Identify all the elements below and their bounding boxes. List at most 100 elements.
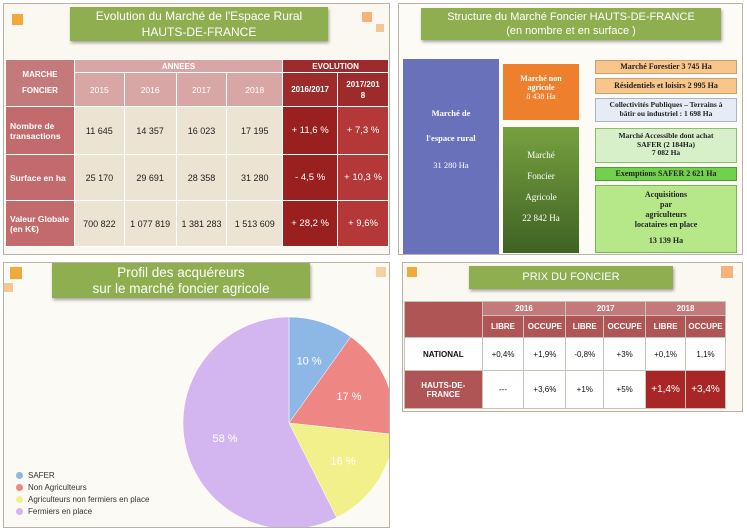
exemptions-text: Exemptions SAFER 2 621 Ha [615, 169, 717, 178]
table-cell: 31 280 [226, 154, 284, 201]
decorative-square [4, 283, 13, 292]
pie-slice-agriculteurs-non-fermiers-en-place [288, 422, 389, 519]
year-header: 2016 [123, 72, 177, 107]
decorative-square [376, 24, 384, 32]
espace-rural-line2: l'espace rural [426, 133, 476, 143]
prix-sub-header: LIBRE [481, 315, 525, 338]
accessible-box: Marché Accessible dont achat SAFER (2 18… [595, 128, 737, 163]
prix-cell: +3,6% [523, 370, 567, 409]
table-row: Valeur Globale (en K€) 700 822 1 077 819… [5, 200, 389, 247]
row-label-line2: transactions [10, 130, 61, 141]
prix-sub-header: LIBRE [565, 315, 605, 338]
evolution-cell: + 10,3 % [337, 154, 389, 201]
header-corner-line2: FONCIER [21, 86, 58, 95]
evolution-col-header: 2017/201 8 [337, 72, 389, 107]
evolution-title: Evolution du Marché de l'Espace Rural HA… [70, 7, 328, 41]
profil-title: Profil des acquéreurs sur le marché fonc… [52, 263, 310, 298]
acquisitions-line4: locataires en place [634, 220, 698, 229]
prix-title-text: PRIX DU FONCIER [522, 271, 620, 283]
profil-title-line1: Profil des acquéreurs [117, 265, 245, 280]
table-cell: 700 822 [73, 200, 125, 247]
prix-cell: +5% [603, 370, 647, 409]
profil-panel: Profil des acquéreurs sur le marché fonc… [3, 262, 390, 528]
prix-cell: +0,4% [481, 337, 525, 371]
header-corner-line1: MARCHE [22, 70, 58, 79]
structure-title-line1: Structure du Marché Foncier HAUTS-DE-FRA… [447, 11, 695, 23]
table-row: HAUTS-DE- FRANCE --- +3,6% +1% +5% +1,4%… [404, 370, 726, 409]
prix-cell: +3,4% [685, 370, 726, 409]
acquisitions-line1: Acquisitions [644, 190, 688, 199]
table-cell: 17 195 [226, 106, 284, 155]
legend-swatch [16, 508, 23, 515]
acquisitions-box: Acquisitions par agriculteurs locataires… [595, 185, 737, 253]
prix-table: 2016 2017 2018 LIBRE OCCUPE LIBRE OCCUPE… [404, 301, 726, 409]
row-label: Valeur Globale (en K€) [5, 200, 75, 247]
table-cell: 29 691 [123, 154, 177, 201]
espace-rural-line1: Marché de [431, 108, 471, 118]
table-cell: 1 077 819 [123, 200, 177, 247]
prix-row-label: NATIONAL [404, 337, 483, 371]
residentiels-box: Résidentiels et loisirs 2 995 Ha [595, 78, 737, 94]
evolution-col-header-line1: 2016/2017 [291, 85, 330, 94]
acquisitions-line2: par [660, 200, 672, 209]
acquisitions-line3: agriculteurs [645, 210, 687, 219]
non-agricole-line1: Marché non [520, 74, 562, 83]
pie-data-label: 10 % [297, 355, 322, 367]
pie-chart: 10 % 17 % 16 % 58 % [182, 316, 389, 527]
legend-item: Non Agriculteurs [16, 483, 87, 492]
table-row: Surface en ha 25 170 29 691 28 358 31 28… [5, 154, 389, 201]
table-row: Nombre de transactions 11 645 14 357 16 … [5, 106, 389, 155]
acquisitions-value: 13 139 Ha [648, 236, 684, 245]
header-corner: MARCHE FONCIER [5, 59, 75, 107]
collectivites-box: Collectivités Publiques – Terrains à bât… [595, 98, 737, 122]
row-label: Surface en ha [5, 154, 75, 201]
exemptions-box: Exemptions SAFER 2 621 Ha [595, 167, 737, 181]
evolution-cell: + 7,3 % [337, 106, 389, 155]
decorative-square [362, 12, 372, 22]
table-cell: 28 358 [175, 154, 228, 201]
year-header: 2015 [73, 72, 125, 107]
prix-sub-header: OCCUPE [685, 315, 726, 338]
espace-rural-box: Marché de l'espace rural 31 280 Ha [403, 59, 499, 254]
prix-year-header: 2018 [645, 301, 726, 316]
decorative-square [721, 266, 733, 278]
prix-cell: +1,4% [645, 370, 687, 409]
evolution-col-header-line2: 8 [360, 90, 366, 100]
prix-cell: +1% [565, 370, 605, 409]
accessible-line3: 7 082 Ha [651, 148, 681, 158]
agricole-line3: Agricole [525, 192, 557, 202]
row-label-line2: (en K€) [10, 223, 39, 234]
table-cell: 16 023 [175, 106, 228, 155]
row-label: Nombre de transactions [5, 106, 75, 155]
non-agricole-box: Marché non agricole 8 438 Ha [503, 64, 579, 120]
forestier-box: Marché Forestier 3 745 Ha [595, 60, 737, 74]
evolution-cell: + 9,6% [337, 200, 389, 247]
structure-title-line2: (en nombre et en surface ) [506, 25, 636, 37]
legend-label: SAFER [28, 471, 55, 480]
row-label-line1: Nombre de [10, 120, 55, 131]
prix-row-label: HAUTS-DE- FRANCE [404, 370, 483, 409]
legend-item: SAFER [16, 471, 55, 480]
evolution-cell: + 11,6 % [282, 106, 339, 155]
table-cell: 1 513 609 [226, 200, 284, 247]
structure-title: Structure du Marché Foncier HAUTS-DE-FRA… [421, 8, 721, 40]
prix-cell: +0,1% [645, 337, 687, 371]
accessible-line2: SAFER (2 184Ha) [637, 139, 695, 149]
prix-cell: -0,8% [565, 337, 605, 371]
prix-header-corner [404, 301, 483, 338]
agricole-box: Marché Foncier Agricole 22 842 Ha [503, 127, 579, 253]
prix-sub-header: OCCUPE [603, 315, 647, 338]
pie-legend: SAFER Non Agriculteurs Agriculteurs non fe… [16, 471, 216, 527]
prix-cell: +3% [603, 337, 647, 371]
table-cell: 25 170 [73, 154, 125, 201]
prix-sub-header: LIBRE [645, 315, 687, 338]
prix-cell: --- [481, 370, 525, 409]
prix-row-label-line2: FRANCE [426, 389, 460, 399]
legend-swatch [16, 472, 23, 479]
evolution-title-line1: Evolution du Marché de l'Espace Rural [95, 9, 303, 23]
agricole-line2: Foncier [527, 171, 555, 181]
pie-data-label: 17 % [336, 391, 361, 403]
agricole-line1: Marché [527, 150, 555, 160]
evolution-title-line2: HAUTS-DE-FRANCE [141, 25, 257, 39]
evolution-cell: - 4,5 % [282, 154, 339, 201]
